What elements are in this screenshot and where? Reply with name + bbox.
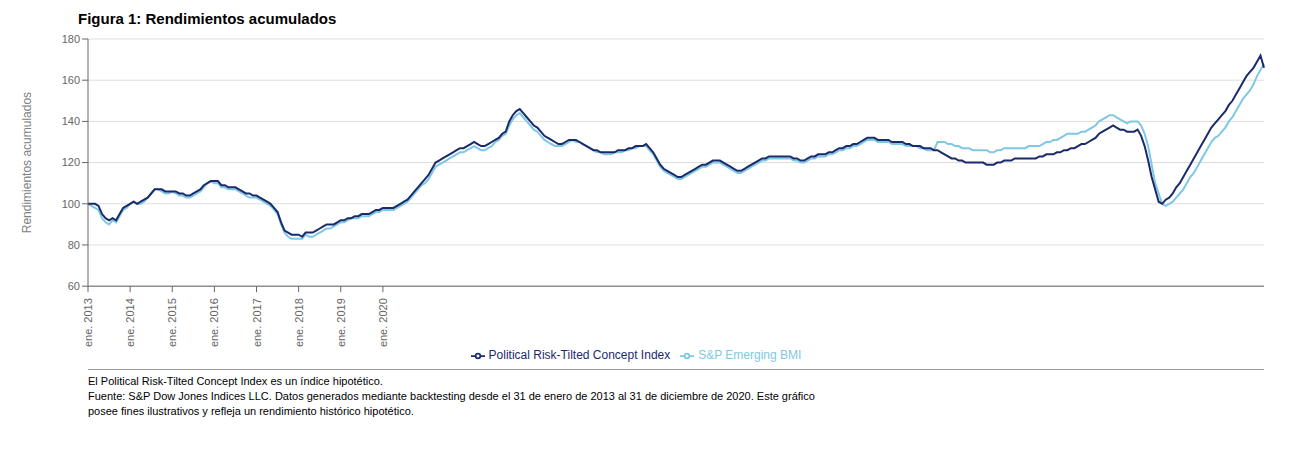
svg-text:160: 160 [62,74,80,86]
svg-text:ene. 2017: ene. 2017 [251,298,263,347]
svg-text:100: 100 [62,198,80,210]
svg-text:ene. 2015: ene. 2015 [166,298,178,347]
html-text:posee fines ilustrativos y ref: posee fines ilustrativos y refleja un re… [88,405,414,417]
svg-text:ene. 2014: ene. 2014 [124,298,136,347]
svg-text:120: 120 [62,156,80,168]
svg-text:ene. 2013: ene. 2013 [82,298,94,347]
svg-text:140: 140 [62,115,80,127]
svg-text:180: 180 [62,33,80,45]
html-text:Figura 1: Rendimientos acumula: Figura 1: Rendimientos acumulados [78,10,337,27]
svg-text:80: 80 [68,239,80,251]
svg-text:ene. 2016: ene. 2016 [208,298,220,347]
html-text:El Political Risk-Tilted Conce: El Political Risk-Tilted Concept Index e… [88,375,383,387]
svg-text:ene. 2018: ene. 2018 [293,298,305,347]
html-text:Fuente: S&P Dow Jones Indices: Fuente: S&P Dow Jones Indices LLC. Datos… [88,390,815,402]
svg-text:Rendimientos acumulados: Rendimientos acumulados [20,92,34,233]
html-text:Political Risk-Tilted Concept: Political Risk-Tilted Concept Index [488,348,671,363]
svg-text:ene. 2019: ene. 2019 [335,298,347,347]
svg-text:ene. 2020: ene. 2020 [377,298,389,347]
svg-text:60: 60 [68,280,80,292]
html-text:S&P Emerging BMI: S&P Emerging BMI [698,348,802,363]
